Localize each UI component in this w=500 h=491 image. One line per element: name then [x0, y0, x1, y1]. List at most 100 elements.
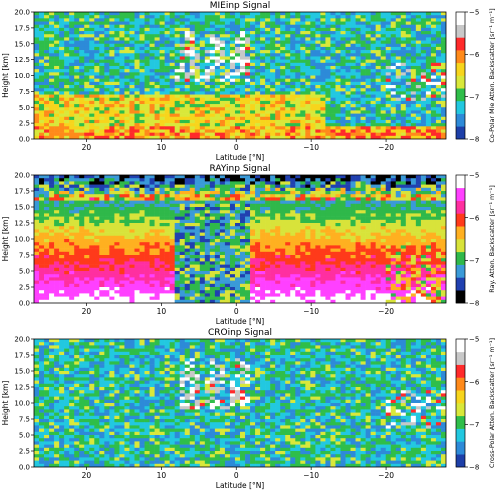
colorbar-frame: [455, 338, 466, 468]
x-tick-label: 0: [234, 471, 239, 480]
colorbar-segment: [456, 62, 465, 76]
y-tick-label: 0.0: [19, 136, 30, 144]
colorbar-tick-label: −8: [469, 464, 479, 472]
colorbar-segment: [456, 226, 465, 240]
y-tick-label: 17.5: [14, 352, 30, 360]
x-tick-label: 20: [82, 471, 92, 480]
x-tick-label: 0: [234, 307, 239, 316]
colorbar-segment: [456, 88, 465, 102]
signal-field: [34, 339, 446, 467]
colorbar-label: Ray. Atten. Backscatter [sr⁻¹ m⁻¹]: [488, 185, 496, 292]
y-tick-label: 7.5: [19, 416, 30, 424]
y-tick-label: 10.0: [14, 236, 30, 244]
colorbar-label: Cross-Polar Atten. Backscatter [sr⁻¹ m⁻¹…: [488, 338, 496, 468]
x-tick-label: −10: [303, 307, 319, 316]
colorbar-tick-label: −7: [469, 421, 479, 429]
y-tick-label: 12.5: [14, 220, 30, 228]
colorbar-segment: [456, 290, 465, 304]
colorbar-segment: [456, 351, 465, 365]
y-tick-label: 10.0: [14, 72, 30, 80]
colorbar-segment: [456, 37, 465, 51]
signal-field: [34, 12, 446, 139]
colorbar-segment: [456, 239, 465, 253]
colorbar-tick-label: −8: [469, 300, 479, 308]
panel-title: MIEinp Signal: [210, 1, 271, 11]
x-tick-label: 0: [234, 143, 239, 152]
y-tick-label: 17.5: [14, 188, 30, 196]
colorbar-tick-label: −7: [469, 257, 479, 265]
x-tick-label: −10: [303, 143, 319, 152]
colorbar-segment: [456, 364, 465, 378]
y-tick-label: 2.5: [19, 448, 30, 456]
x-tick-label: −20: [378, 471, 394, 480]
colorbar-segment: [456, 428, 465, 442]
colorbar-segment: [456, 113, 465, 127]
x-tick-label: −20: [378, 307, 394, 316]
x-tick-label: −20: [378, 143, 394, 152]
colorbar-segment: [456, 24, 465, 38]
colorbar-tick-label: −6: [469, 214, 480, 222]
y-tick-label: 5.0: [19, 268, 30, 276]
y-tick-label: 17.5: [14, 24, 30, 32]
colorbar-segment: [456, 277, 465, 291]
colorbar-tick-label: −8: [469, 136, 479, 144]
x-axis-label: Latitude [°N]: [216, 153, 265, 162]
y-tick-label: 0.0: [19, 464, 30, 472]
colorbar-segment: [456, 100, 465, 114]
colorbar-segment: [456, 415, 465, 429]
y-tick-label: 20.0: [14, 172, 30, 180]
x-tick-label: 10: [157, 471, 167, 480]
x-tick-label: 20: [82, 307, 92, 316]
colorbar-segment: [456, 75, 465, 89]
colorbar-segment: [456, 454, 465, 468]
y-tick-label: 12.5: [14, 56, 30, 64]
x-tick-label: 10: [157, 307, 167, 316]
colorbar-segment: [456, 377, 465, 391]
colorbar-segment: [456, 12, 465, 25]
colorbar-segment: [456, 339, 465, 353]
colorbar-segment: [456, 175, 465, 189]
y-tick-label: 5.0: [19, 432, 30, 440]
colorbar-tick-label: −5: [469, 336, 479, 344]
x-tick-label: −10: [303, 471, 319, 480]
colorbar-segment: [456, 403, 465, 417]
colorbar-segment: [456, 50, 465, 64]
y-tick-label: 15.0: [14, 368, 30, 376]
y-tick-label: 15.0: [14, 40, 30, 48]
y-tick-label: 20.0: [14, 336, 30, 344]
colorbar-tick-label: −6: [469, 51, 480, 59]
y-tick-label: 2.5: [19, 120, 30, 128]
y-tick-label: 15.0: [14, 204, 30, 212]
panel-title: RAYinp Signal: [210, 164, 271, 174]
colorbar: −8 −7 −6 −5 Cross-Polar Atten. Backscatter […: [455, 336, 496, 472]
colorbar-tick-label: −5: [469, 9, 479, 17]
panel-1: RAYinp Signal 20 10 0 −10 −20 Latitude [°N] 0.0…: [1, 164, 496, 326]
colorbar-tick-label: −7: [469, 93, 479, 101]
y-tick-label: 20.0: [14, 9, 30, 17]
colorbar-segment: [456, 200, 465, 214]
y-tick-label: 7.5: [19, 88, 30, 96]
x-tick-label: 10: [157, 143, 167, 152]
y-tick-label: 10.0: [14, 400, 30, 408]
y-tick-label: 2.5: [19, 284, 30, 292]
colorbar-tick-label: −5: [469, 172, 479, 180]
colorbar-segment: [456, 390, 465, 404]
colorbar: −8 −7 −6 −5 Co-Polar Mie Atten. Backscatter …: [455, 8, 496, 144]
colorbar-frame: [455, 174, 466, 304]
panel-2: CROinp Signal 20 10 0 −10 −20 Latitude [°N] 0.0…: [1, 328, 496, 490]
y-tick-label: 0.0: [19, 300, 30, 308]
colorbar-segment: [456, 213, 465, 227]
colorbar-frame: [455, 11, 466, 140]
colorbar-tick-label: −6: [469, 378, 480, 386]
panel-0: MIEinp Signal 20 10 0 −10 −20 Latitude [°N] 0.0…: [1, 1, 496, 162]
colorbar-segment: [456, 126, 465, 140]
signal-field: [34, 175, 446, 303]
panel-title: CROinp Signal: [208, 328, 272, 338]
colorbar-segment: [456, 441, 465, 455]
colorbar-segment: [456, 264, 465, 278]
x-axis-label: Latitude [°N]: [216, 317, 265, 326]
colorbar-segment: [456, 251, 465, 265]
y-tick-label: 7.5: [19, 252, 30, 260]
y-tick-label: 5.0: [19, 104, 30, 112]
